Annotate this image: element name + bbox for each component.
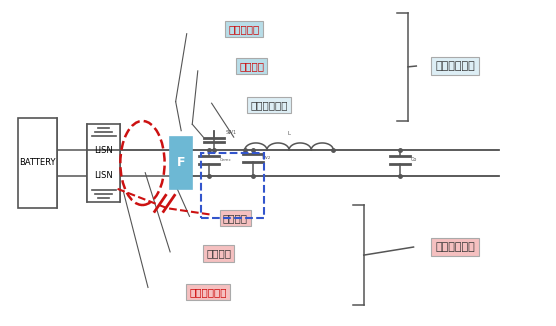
Text: 减少环路面积: 减少环路面积 bbox=[250, 100, 288, 110]
Bar bbox=[201, 153, 264, 218]
Text: Cemc: Cemc bbox=[220, 158, 232, 162]
Text: 切断共模路径: 切断共模路径 bbox=[190, 287, 227, 297]
Text: BATTERY: BATTERY bbox=[19, 158, 56, 168]
Text: Co: Co bbox=[411, 157, 417, 162]
Text: SW2: SW2 bbox=[261, 156, 271, 160]
Text: 减少串扰: 减少串扰 bbox=[222, 213, 247, 223]
Text: LISN: LISN bbox=[95, 146, 113, 155]
Bar bbox=[87, 150, 120, 202]
Text: 增加滤波器: 增加滤波器 bbox=[228, 24, 260, 34]
Text: 最优解耦: 最优解耦 bbox=[239, 61, 264, 71]
Text: 缩短布线: 缩短布线 bbox=[206, 248, 231, 259]
Text: 降低差模噪声: 降低差模噪声 bbox=[435, 61, 475, 71]
Bar bbox=[87, 124, 120, 176]
Text: 降低共模噪声: 降低共模噪声 bbox=[435, 242, 475, 252]
Bar bbox=[170, 137, 192, 189]
Text: L: L bbox=[287, 131, 291, 136]
Text: F: F bbox=[177, 156, 186, 170]
Text: SW1: SW1 bbox=[225, 130, 236, 135]
Text: LISN: LISN bbox=[95, 171, 113, 180]
Bar bbox=[18, 118, 57, 208]
